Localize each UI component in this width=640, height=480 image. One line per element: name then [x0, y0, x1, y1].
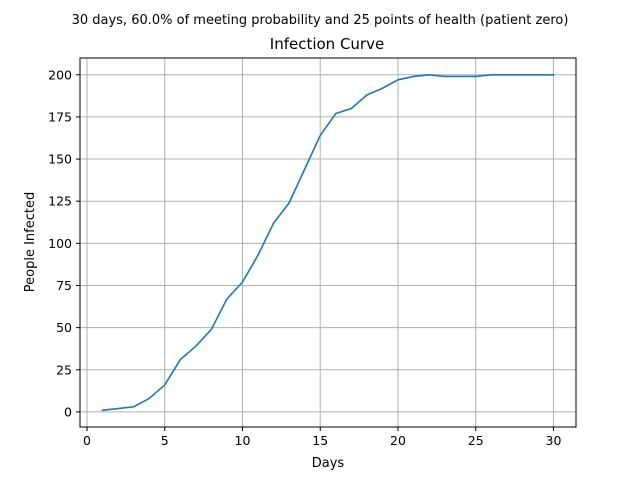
y-tick-label: 125: [48, 194, 72, 209]
y-tick-label: 200: [48, 67, 72, 82]
x-tick-label: 5: [161, 433, 169, 448]
grid: [80, 58, 576, 427]
x-tick-label: 25: [468, 433, 484, 448]
x-tick-label: 10: [235, 433, 251, 448]
y-axis-label: People Infected: [23, 192, 38, 292]
x-tick-label: 0: [83, 433, 91, 448]
y-tick-label: 175: [48, 109, 72, 124]
y-tick-label: 25: [56, 362, 72, 377]
x-tick-label: 15: [312, 433, 328, 448]
axes-frame: [79, 57, 577, 428]
axis-ticks: 0 5 10 15 20 25 30 0 25 50 75 100 125 150 175 200: [48, 67, 561, 448]
y-tick-label: 50: [56, 320, 72, 335]
x-tick-label: 20: [390, 433, 406, 448]
chart-title: Infection Curve: [270, 35, 384, 53]
infection-series-line: [101, 73, 555, 412]
y-tick-label: 0: [64, 404, 72, 419]
x-tick-label: 30: [546, 433, 562, 448]
y-tick-label: 100: [48, 236, 72, 251]
y-tick-label: 150: [48, 152, 72, 167]
plot-area: [101, 73, 555, 412]
y-tick-label: 75: [56, 278, 72, 293]
figure-suptitle: 30 days, 60.0% of meeting probability an…: [72, 13, 569, 28]
x-axis-label: Days: [312, 456, 345, 471]
